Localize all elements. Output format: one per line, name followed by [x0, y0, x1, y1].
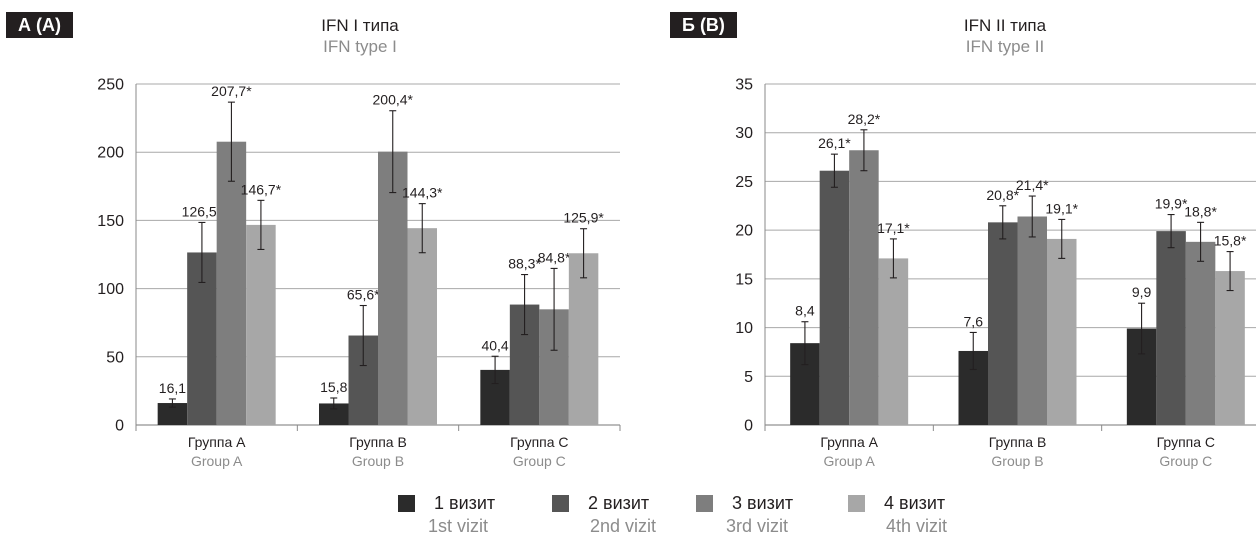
legend-label-en: 1st vizit: [428, 516, 489, 536]
legend-label-en: 3rd vizit: [726, 516, 789, 536]
data-label: 9,9: [1132, 284, 1152, 300]
x-tick-label-en: Group B: [352, 453, 404, 469]
chart-title-a: IFN I типа IFN type I: [240, 15, 480, 57]
data-label: 20,8*: [986, 187, 1019, 203]
panel-label-b: Б (B): [670, 12, 737, 38]
data-label: 15,8*: [1214, 233, 1247, 249]
data-label: 88,3*: [508, 256, 541, 272]
legend-label-ru: 4 визит: [884, 493, 946, 513]
y-tick-label: 250: [97, 77, 124, 94]
data-label: 200,4*: [373, 92, 414, 108]
x-tick-label-en: Group C: [1159, 453, 1212, 469]
bar: [1047, 238, 1077, 425]
y-tick-label: 200: [97, 145, 124, 162]
data-label: 65,6*: [347, 287, 380, 303]
legend-swatch: [398, 495, 415, 512]
x-tick-label: Группа A: [188, 434, 246, 450]
y-tick-label: 35: [735, 77, 753, 94]
legend-swatch: [552, 495, 569, 512]
y-tick-label: 25: [735, 174, 753, 191]
bar: [1017, 216, 1047, 425]
chart-title-ru: IFN I типа: [321, 16, 399, 35]
data-label: 8,4: [795, 303, 815, 319]
data-label: 26,1*: [818, 135, 851, 151]
y-tick-label: 10: [735, 320, 753, 337]
bar: [1156, 231, 1186, 425]
data-label: 17,1*: [877, 220, 910, 236]
data-label: 18,8*: [1184, 203, 1217, 219]
y-tick-label: 100: [97, 281, 124, 298]
x-tick-label: Группа C: [1157, 434, 1215, 450]
data-label: 146,7*: [241, 181, 282, 197]
data-label: 19,9*: [1155, 196, 1188, 212]
data-label: 16,1: [159, 380, 186, 396]
data-label: 144,3*: [402, 185, 443, 201]
bar: [407, 228, 437, 425]
bar: [819, 170, 850, 425]
x-tick-label-en: Group A: [823, 453, 875, 469]
data-label: 84,8*: [538, 249, 571, 265]
x-tick-label-en: Group B: [991, 453, 1043, 469]
chart-title-ru: IFN II типа: [963, 16, 1047, 35]
y-tick-label: 5: [744, 369, 753, 386]
legend-swatch: [696, 495, 713, 512]
bar: [246, 224, 276, 425]
y-tick-label: 0: [115, 418, 124, 435]
legend-label-ru: 2 визит: [588, 493, 650, 513]
y-tick-label: 20: [735, 223, 753, 240]
bar: [1215, 271, 1245, 425]
data-label: 15,8: [320, 379, 347, 395]
y-tick-label: 50: [106, 349, 124, 366]
x-tick-label: Группа B: [989, 434, 1047, 450]
bar: [988, 222, 1018, 425]
chart-title-b: IFN II типа IFN type II: [885, 15, 1125, 57]
panel-label-a: А (A): [6, 12, 73, 38]
y-tick-label: 150: [97, 213, 124, 230]
bar: [378, 151, 408, 425]
data-label: 126,5*: [182, 203, 223, 219]
data-label: 28,2*: [848, 111, 881, 127]
bar: [1185, 241, 1216, 425]
data-label: 19,1*: [1045, 200, 1078, 216]
data-label: 125,9*: [563, 210, 604, 226]
x-tick-label-en: Group A: [191, 453, 243, 469]
legend-swatch: [848, 495, 865, 512]
x-tick-label: Группа C: [510, 434, 568, 450]
x-tick-label: Группа A: [820, 434, 878, 450]
data-label: 40,4: [481, 337, 508, 353]
data-label: 21,4*: [1016, 177, 1049, 193]
legend-label-en: 2nd vizit: [590, 516, 657, 536]
bar: [568, 253, 599, 425]
bar: [878, 258, 909, 425]
data-label: 207,7*: [211, 83, 252, 99]
bar: [216, 141, 247, 425]
legend-label-en: 4th vizit: [886, 516, 948, 536]
y-tick-label: 0: [744, 418, 753, 435]
y-tick-label: 15: [735, 271, 753, 288]
x-tick-label: Группа B: [349, 434, 407, 450]
legend-label-ru: 3 визит: [732, 493, 794, 513]
bar: [157, 403, 188, 425]
data-label: 7,6: [964, 313, 984, 329]
chart-title-en: IFN type I: [323, 37, 397, 56]
y-tick-label: 30: [735, 125, 753, 142]
legend-label-ru: 1 визит: [434, 493, 496, 513]
chart-title-en: IFN type II: [965, 37, 1045, 56]
x-tick-label-en: Group C: [513, 453, 566, 469]
bar: [319, 403, 349, 425]
bar: [849, 150, 879, 425]
